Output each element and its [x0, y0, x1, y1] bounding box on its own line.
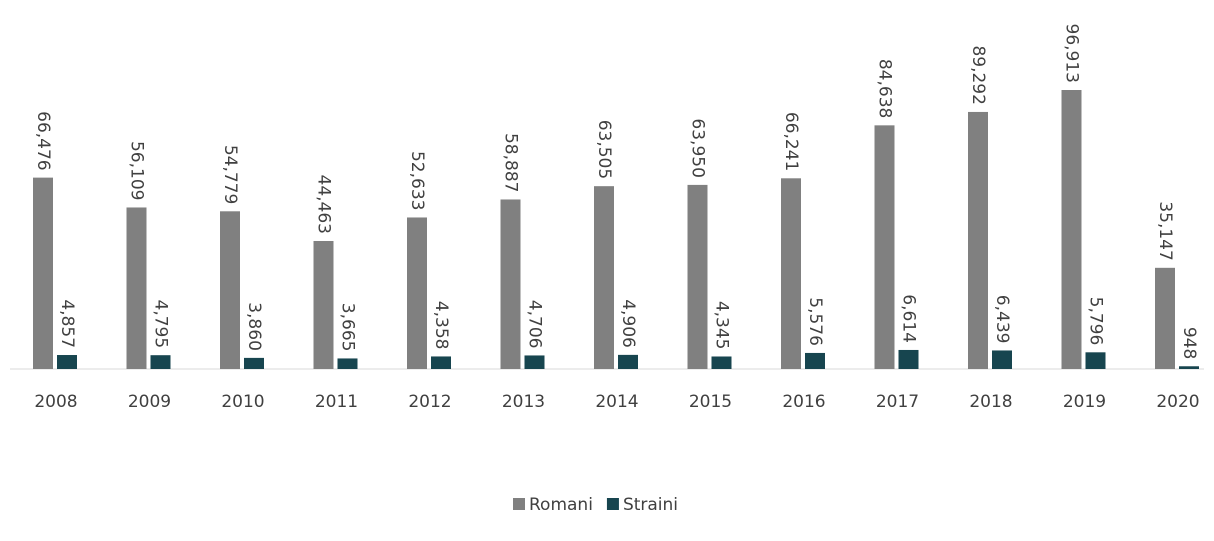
value-label: 84,638 — [875, 59, 895, 118]
value-label: 4,358 — [431, 301, 451, 350]
x-tick-label: 2016 — [782, 392, 825, 412]
bar — [594, 186, 614, 369]
x-tick-label: 2011 — [315, 392, 358, 412]
value-label: 66,241 — [781, 112, 801, 171]
bar — [337, 358, 358, 369]
value-label: 4,706 — [525, 300, 545, 349]
bar — [1061, 90, 1082, 369]
x-tick-label: 2010 — [221, 392, 264, 412]
x-tick-label: 2009 — [128, 392, 171, 412]
x-tick-label: 2017 — [876, 392, 919, 412]
bar — [805, 352, 825, 369]
bar — [992, 350, 1012, 369]
x-tick-label: 2019 — [1063, 392, 1106, 412]
x-tick-label: 2013 — [502, 392, 545, 412]
bar — [1085, 352, 1106, 369]
bar — [407, 217, 427, 369]
value-label: 3,665 — [338, 303, 358, 352]
value-label: 56,109 — [127, 141, 147, 200]
legend-label: Straini — [623, 495, 678, 515]
x-tick-label: 2014 — [595, 392, 638, 412]
legend-label: Romani — [529, 495, 593, 515]
value-label: 3,860 — [244, 302, 264, 351]
bar — [898, 349, 919, 369]
bar — [57, 355, 77, 369]
x-tick-label: 2012 — [408, 392, 451, 412]
value-label: 63,950 — [688, 118, 708, 177]
value-label: 44,463 — [314, 175, 334, 234]
bar — [500, 199, 521, 369]
value-label: 54,779 — [220, 145, 240, 204]
bar — [524, 355, 545, 369]
value-label: 89,292 — [968, 45, 988, 104]
bar — [313, 240, 334, 369]
value-label: 58,887 — [501, 133, 521, 192]
value-label: 4,857 — [57, 299, 77, 348]
x-tick-label: 2015 — [689, 392, 732, 412]
bar — [1179, 366, 1199, 369]
bar — [244, 357, 264, 369]
bar — [33, 177, 53, 369]
value-label: 6,614 — [899, 294, 919, 343]
value-label: 35,147 — [1155, 201, 1175, 260]
value-label: 4,906 — [618, 299, 638, 348]
value-label: 52,633 — [407, 151, 427, 210]
bar — [150, 355, 171, 369]
bar — [711, 356, 732, 369]
legend-swatch — [606, 498, 619, 510]
value-label: 5,796 — [1086, 297, 1106, 346]
bar — [126, 207, 147, 369]
value-label: 4,795 — [151, 300, 171, 349]
value-label: 66,476 — [33, 111, 53, 170]
bar — [1155, 267, 1175, 369]
bar — [618, 354, 638, 369]
value-label: 6,439 — [992, 295, 1012, 344]
x-tick-label: 2020 — [1156, 392, 1199, 412]
legend-swatch — [513, 498, 525, 510]
value-label: 5,576 — [805, 297, 825, 346]
value-label: 4,345 — [712, 301, 732, 350]
value-label: 948 — [1179, 327, 1199, 359]
bar — [874, 125, 895, 369]
bar — [968, 111, 988, 369]
x-tick-label: 2018 — [969, 392, 1012, 412]
bar — [687, 184, 708, 369]
bar — [431, 356, 451, 369]
x-tick-label: 2008 — [34, 392, 77, 412]
bar — [781, 178, 801, 369]
value-label: 63,505 — [594, 120, 614, 179]
bar — [220, 211, 240, 369]
value-label: 96,913 — [1062, 24, 1082, 83]
